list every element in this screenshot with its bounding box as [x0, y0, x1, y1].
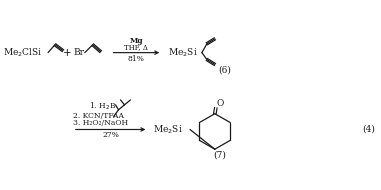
- Text: 27%: 27%: [102, 131, 119, 139]
- Text: O: O: [217, 99, 224, 108]
- Text: THF, Δ: THF, Δ: [125, 44, 148, 52]
- Text: Me$_2$Si: Me$_2$Si: [168, 46, 198, 59]
- Text: Mg: Mg: [130, 37, 143, 45]
- Text: 3. H₂O₂/NaOH: 3. H₂O₂/NaOH: [73, 119, 128, 127]
- Text: 2. KCN/TFAA: 2. KCN/TFAA: [73, 112, 124, 120]
- Text: Br: Br: [74, 48, 85, 57]
- Text: 1. H$_2$B: 1. H$_2$B: [89, 100, 116, 112]
- Text: +: +: [62, 48, 71, 58]
- Text: (6): (6): [218, 66, 231, 75]
- Text: (7): (7): [213, 151, 226, 160]
- Text: 81%: 81%: [128, 55, 145, 63]
- Text: Me$_2$Si: Me$_2$Si: [153, 123, 183, 136]
- Text: (4): (4): [362, 125, 375, 134]
- Text: Me$_2$ClSi: Me$_2$ClSi: [3, 46, 43, 59]
